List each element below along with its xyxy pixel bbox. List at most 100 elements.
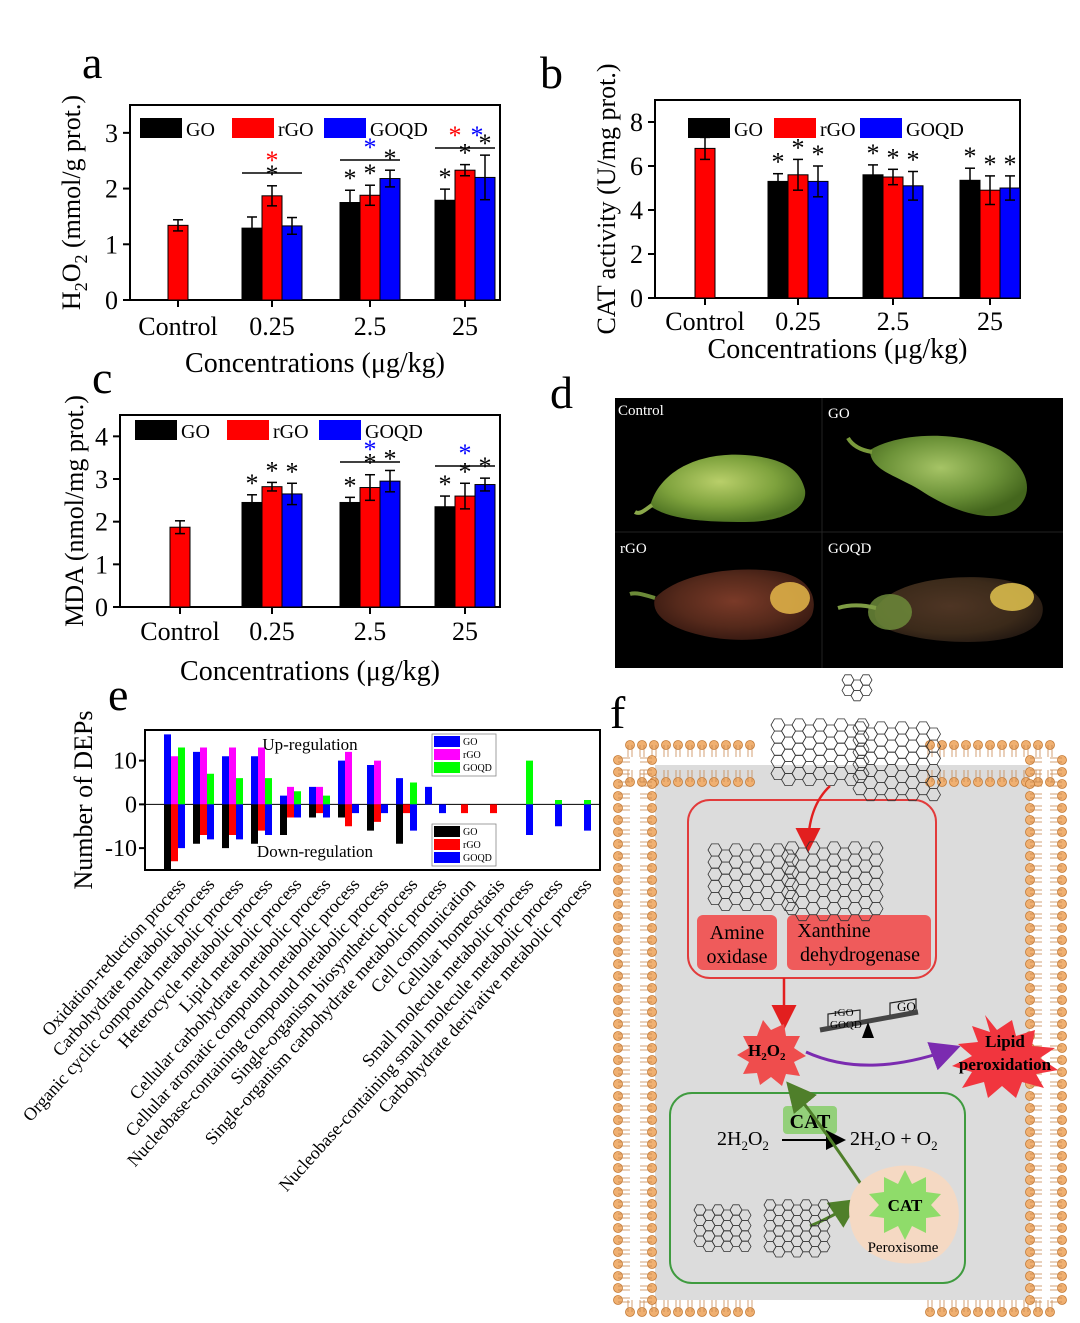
graphene-hexagon — [854, 718, 870, 732]
up-bar-rgo — [287, 786, 294, 805]
lipid-head — [647, 851, 657, 861]
lipid-head — [647, 1187, 657, 1197]
lipid-head — [1057, 803, 1067, 813]
significance-star: * — [907, 146, 920, 175]
lipid-head — [1057, 947, 1067, 957]
lipid-head — [647, 815, 657, 825]
photo-label-goqd: GOQD — [828, 541, 871, 557]
lipid-head — [745, 777, 755, 787]
lipid-head — [613, 1223, 623, 1233]
legend-up-swatch — [434, 749, 460, 760]
lipid-head — [1033, 1307, 1043, 1317]
y-tick-label: -10 — [105, 836, 137, 862]
panel-letter-c: c — [92, 352, 113, 403]
legend-up-swatch — [434, 762, 460, 773]
lipid-head — [709, 1307, 719, 1317]
legend-label: GO — [181, 421, 210, 443]
legend-swatch-go — [140, 118, 182, 138]
lipid-head — [647, 1019, 657, 1029]
legend-label: rGO — [273, 421, 309, 443]
lipid-head — [613, 1271, 623, 1281]
legend-label: rGO — [278, 119, 314, 141]
lipid-head — [1025, 983, 1035, 993]
x-tick-label: 2.5 — [354, 312, 387, 341]
lipid-head — [613, 1199, 623, 1209]
lipid-head — [1057, 1091, 1067, 1101]
panel-letter-f: f — [610, 687, 626, 738]
plot-frame — [144, 729, 601, 871]
lipid-head — [647, 875, 657, 885]
significance-star: * — [364, 449, 377, 478]
lipid-head — [1057, 1223, 1067, 1233]
lipid-head — [613, 767, 623, 777]
down-bar-goqd — [265, 804, 272, 835]
down-bar-goqd — [294, 804, 301, 818]
lipid-head — [647, 959, 657, 969]
x-tick-label: 25 — [977, 307, 1003, 336]
lipid-head — [673, 1307, 683, 1317]
lipid-head — [613, 803, 623, 813]
up-bar-go — [425, 786, 432, 805]
lipid-head — [685, 777, 695, 787]
lipid-head — [1009, 777, 1019, 787]
lipid-head — [1025, 1259, 1035, 1269]
lipid-head — [647, 1235, 657, 1245]
lipid-head — [1057, 815, 1067, 825]
y-axis-label-part: H — [57, 291, 86, 310]
y-tick-label: 2 — [105, 175, 118, 204]
photo-label-rgo: rGO — [620, 541, 647, 557]
significance-star: * — [439, 470, 452, 499]
graphene-hexagon — [868, 902, 884, 916]
down-bar-goqd — [236, 804, 243, 840]
down-bar-goqd — [439, 804, 446, 814]
peroxisome-box — [669, 1092, 966, 1284]
lipid-head — [1057, 899, 1067, 909]
significance-star: * — [964, 142, 977, 171]
lipid-head — [733, 1307, 743, 1317]
up-bar-go — [309, 786, 316, 805]
lipid-head — [997, 740, 1007, 750]
lipid-head — [613, 863, 623, 873]
lipid-head — [937, 740, 947, 750]
legend-up-label: GO — [463, 737, 477, 748]
lipid-head — [721, 1307, 731, 1317]
legend-swatch-rgo — [227, 420, 269, 440]
lipid-head — [925, 1307, 935, 1317]
down-bar-goqd — [178, 804, 185, 849]
lipid-head — [721, 740, 731, 750]
x-tick-label: 25 — [452, 617, 478, 646]
lipid-head — [613, 1115, 623, 1125]
lipid-head — [1025, 887, 1035, 897]
lipid-head — [709, 777, 719, 787]
lipid-head — [647, 887, 657, 897]
lipid-head — [649, 1307, 659, 1317]
significance-star: * — [246, 469, 259, 498]
xanthine-line1: Xanthine — [797, 920, 870, 942]
up-bar-go — [164, 734, 171, 805]
legend-up-label: GOQD — [463, 763, 492, 774]
legend-down-label: rGO — [463, 840, 481, 851]
up-bar-rgo — [345, 751, 352, 805]
lipid-head — [1057, 1115, 1067, 1125]
up-bar-goqd — [323, 795, 330, 805]
lipid-head — [1057, 1127, 1067, 1137]
lipid-head — [673, 777, 683, 787]
lipid-head — [721, 777, 731, 787]
lipid-head — [1057, 839, 1067, 849]
down-bar-rgo — [461, 804, 468, 814]
lipid-head — [745, 1307, 755, 1317]
lipid-head — [613, 1211, 623, 1221]
x-axis-label: Concentrations (μg/kg) — [708, 334, 968, 365]
up-bar-goqd — [178, 747, 185, 805]
lipid-head — [961, 1307, 971, 1317]
lipid-head — [973, 740, 983, 750]
lipid-head — [647, 767, 657, 777]
lipid-head — [1025, 839, 1035, 849]
lipid-head — [697, 777, 707, 787]
lipid-head — [613, 1175, 623, 1185]
x-tick-label: Control — [138, 312, 217, 341]
lipid-head — [1057, 983, 1067, 993]
y-tick-label: 10 — [113, 749, 137, 775]
lipid-head — [647, 1295, 657, 1305]
y-axis-label: MDA (nmol/mg prot.) — [60, 395, 89, 627]
